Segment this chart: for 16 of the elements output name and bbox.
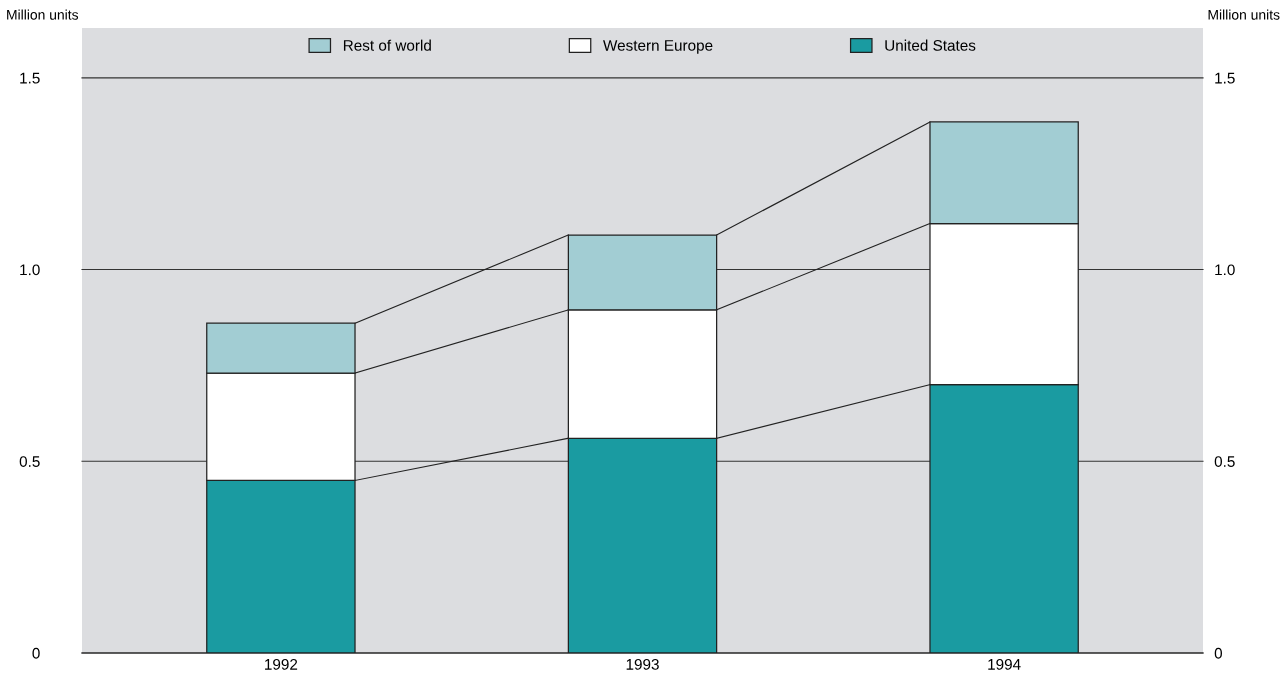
y2-tick-label: 1.5 bbox=[1215, 72, 1235, 84]
y2-tick-label: 0.5 bbox=[1214, 456, 1235, 467]
y-tick-label: 1.5 bbox=[20, 72, 40, 84]
legend-label: United States bbox=[885, 39, 976, 51]
x-tick-label: 1993 bbox=[626, 658, 659, 670]
y-tick-label: 1.0 bbox=[20, 264, 40, 276]
y-tick-label: 0.5 bbox=[19, 456, 40, 467]
y2-axis-title: Million units bbox=[1208, 9, 1280, 20]
x-tick-label: 1994 bbox=[988, 658, 1021, 670]
x-tick-label: 1992 bbox=[265, 658, 298, 670]
y2-tick-label: 1.0 bbox=[1215, 264, 1235, 276]
y2-tick-label: 0 bbox=[1214, 647, 1223, 659]
legend-label: Western Europe bbox=[603, 40, 713, 54]
legend-label: Rest of world bbox=[343, 39, 431, 51]
y-tick-label: 0 bbox=[32, 647, 40, 659]
y-axis-title: Million units bbox=[7, 9, 79, 20]
